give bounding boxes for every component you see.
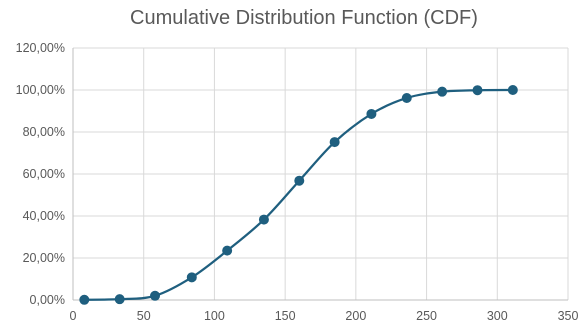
data-point (114, 294, 125, 305)
y-tick-label: 60,00% (23, 167, 65, 181)
series-line (83, 88, 514, 301)
y-tick-label: 40,00% (23, 209, 65, 223)
data-point (222, 245, 233, 256)
y-tick-label: 80,00% (23, 125, 65, 139)
data-point (150, 290, 161, 301)
series-layer (79, 85, 518, 305)
data-point (186, 272, 197, 283)
x-tick-label: 100 (204, 309, 225, 323)
x-tick-label: 350 (558, 309, 579, 323)
x-tick-label: 300 (487, 309, 508, 323)
x-tick-label: 250 (416, 309, 437, 323)
x-tick-label: 50 (137, 309, 151, 323)
data-point (294, 175, 305, 186)
data-point (366, 108, 377, 119)
chart-title: Cumulative Distribution Function (CDF) (130, 7, 478, 29)
data-point (329, 137, 340, 148)
data-point (507, 85, 518, 95)
y-tick-label: 20,00% (23, 251, 65, 265)
x-tick-label: 0 (70, 309, 77, 323)
data-point (401, 92, 412, 103)
y-tick-label: 0,00% (30, 293, 65, 307)
data-point (472, 85, 483, 96)
gridlines (73, 47, 569, 300)
x-tick-label: 150 (275, 309, 296, 323)
data-point (437, 86, 448, 97)
x-tick-label: 200 (345, 309, 366, 323)
tick-labels: 0,00% 20,00% 40,00% 60,00% 80,00% 100,00% 120,… (16, 41, 579, 323)
y-tick-label: 120,00% (16, 41, 65, 55)
y-tick-label: 100,00% (16, 83, 65, 97)
data-point (79, 294, 90, 305)
data-point (258, 214, 269, 225)
